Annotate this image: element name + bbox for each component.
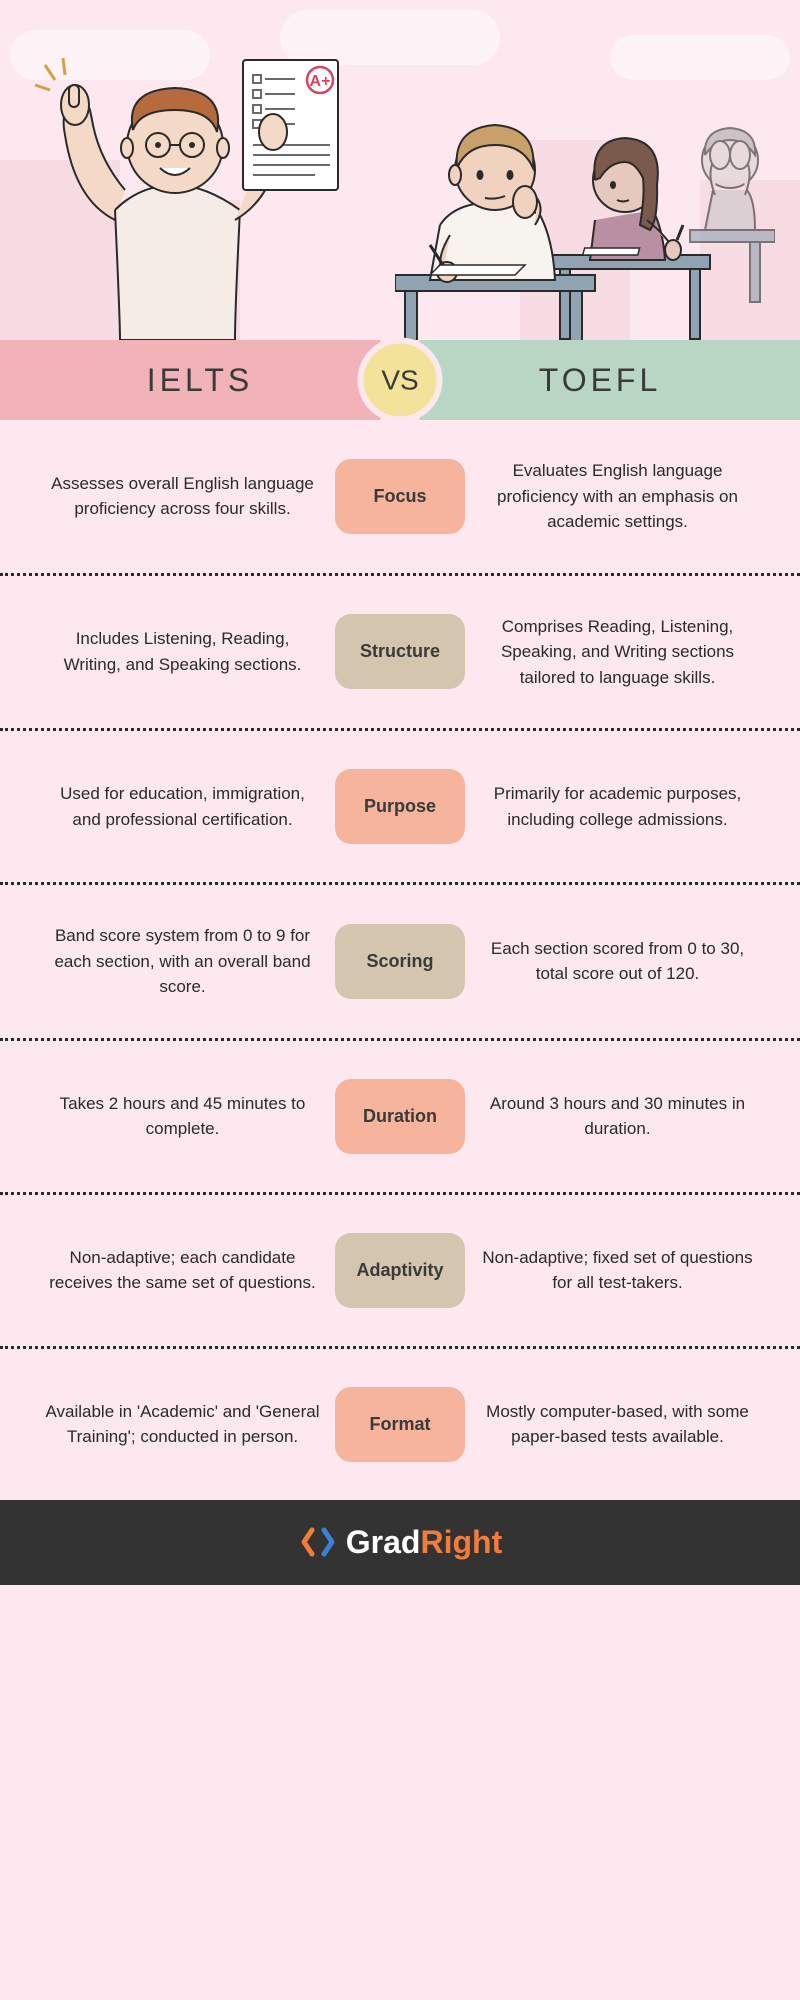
category-pill: Purpose [335, 769, 465, 844]
ielts-cell: Includes Listening, Reading, Writing, an… [30, 626, 335, 677]
title-right: TOEFL [400, 340, 800, 420]
comparison-row: Includes Listening, Reading, Writing, an… [0, 576, 800, 732]
svg-text:A+: A+ [310, 73, 331, 90]
category-pill: Scoring [335, 924, 465, 999]
ielts-cell: Used for education, immigration, and pro… [30, 781, 335, 832]
category-pill: Duration [335, 1079, 465, 1154]
brand-name: GradRight [346, 1524, 502, 1561]
toefl-cell: Each section scored from 0 to 30, total … [465, 936, 770, 987]
category-pill: Format [335, 1387, 465, 1462]
footer: GradRight [0, 1500, 800, 1585]
brand-prefix: Grad [346, 1524, 421, 1560]
title-bar: IELTS TOEFL VS [0, 340, 800, 420]
comparison-row: Non-adaptive; each candidate receives th… [0, 1195, 800, 1349]
comparison-row: Takes 2 hours and 45 minutes to complete… [0, 1041, 800, 1195]
brand-logo-icon [298, 1522, 338, 1562]
category-pill: Adaptivity [335, 1233, 465, 1308]
comparison-table: Assesses overall English language profic… [0, 420, 800, 1500]
category-pill: Structure [335, 614, 465, 689]
toefl-cell: Primarily for academic purposes, includi… [465, 781, 770, 832]
comparison-row: Band score system from 0 to 9 for each s… [0, 885, 800, 1041]
ielts-cell: Band score system from 0 to 9 for each s… [30, 923, 335, 1000]
title-left: IELTS [0, 340, 400, 420]
ielts-cell: Non-adaptive; each candidate receives th… [30, 1245, 335, 1296]
ielts-cell: Available in 'Academic' and 'General Tra… [30, 1399, 335, 1450]
toefl-cell: Evaluates English language proficiency w… [465, 458, 770, 535]
vs-badge: VS [358, 338, 443, 423]
hero-illustration: A+ [0, 0, 800, 340]
toefl-cell: Non-adaptive; fixed set of questions for… [465, 1245, 770, 1296]
stressed-students-illustration [395, 60, 775, 340]
toefl-cell: Comprises Reading, Listening, Speaking, … [465, 614, 770, 691]
brand-suffix: Right [420, 1524, 502, 1560]
comparison-row: Available in 'Academic' and 'General Tra… [0, 1349, 800, 1500]
comparison-row: Assesses overall English language profic… [0, 420, 800, 576]
ielts-cell: Takes 2 hours and 45 minutes to complete… [30, 1091, 335, 1142]
toefl-cell: Around 3 hours and 30 minutes in duratio… [465, 1091, 770, 1142]
ielts-cell: Assesses overall English language profic… [30, 471, 335, 522]
happy-student-illustration: A+ [25, 40, 345, 340]
toefl-cell: Mostly computer-based, with some paper-b… [465, 1399, 770, 1450]
comparison-row: Used for education, immigration, and pro… [0, 731, 800, 885]
category-pill: Focus [335, 459, 465, 534]
